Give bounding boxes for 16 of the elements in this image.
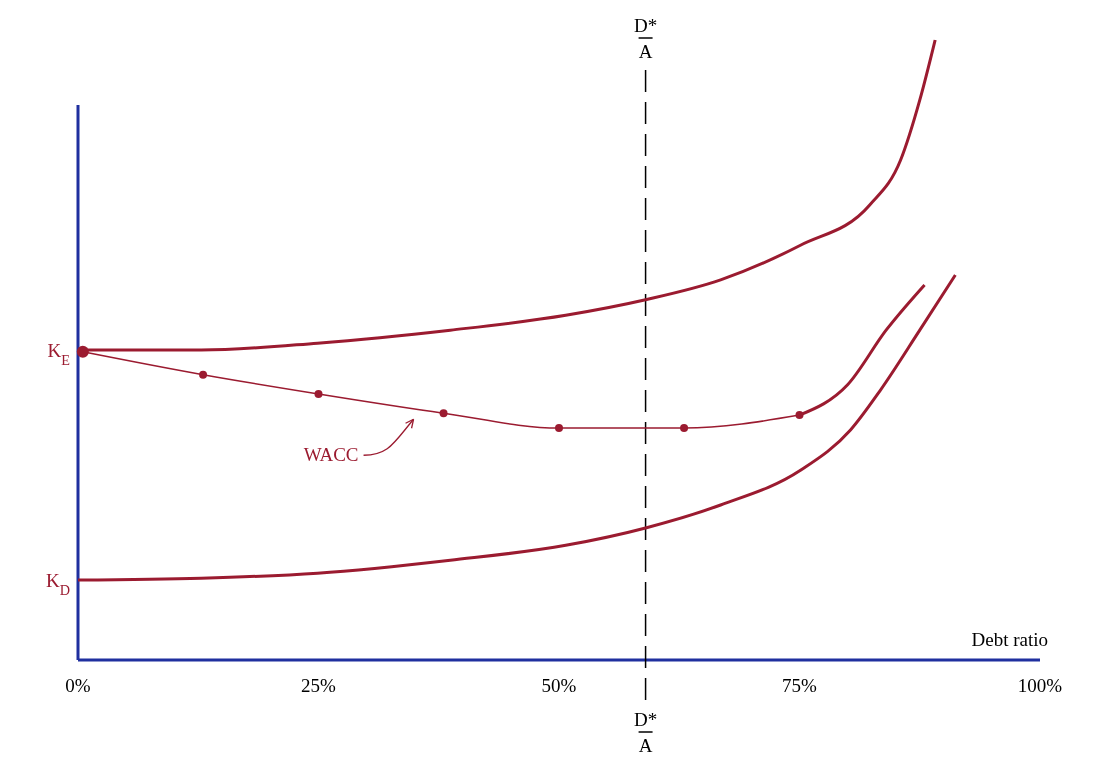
x-tick-label: 100% [1017,675,1063,696]
ref-line-label: D* A [633,15,658,62]
point [680,424,689,433]
point [555,424,563,433]
point [439,409,448,418]
x-tick-label: 25% [301,675,337,696]
point [199,370,208,379]
point [314,390,323,399]
x-axis-title: Debt ratio [971,629,1048,650]
x-tick-label: 0% [65,675,91,696]
x-tick-label: 50% [541,675,577,696]
annotation: K$_{E}$ [47,340,70,368]
text: D* A [633,709,658,756]
x-tick-label: 75% [782,675,818,696]
text: WACC [303,444,359,466]
annotation: K$_{D}$ [45,570,70,599]
